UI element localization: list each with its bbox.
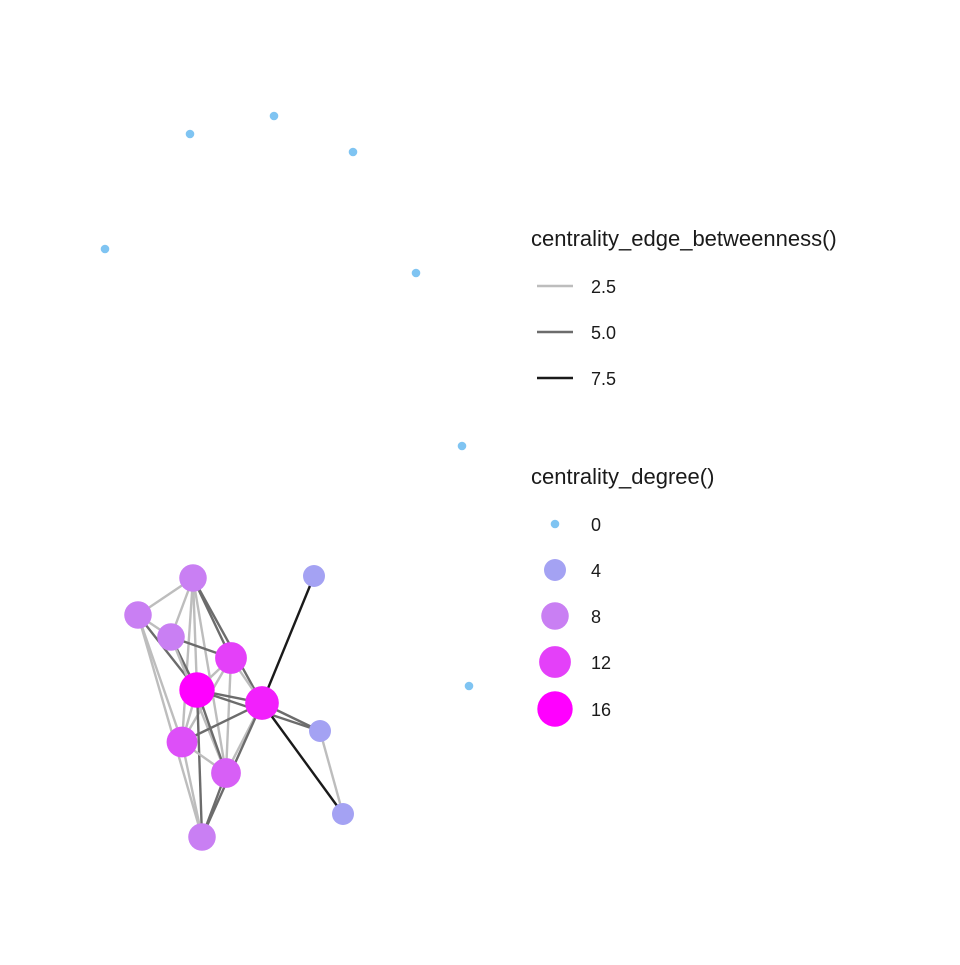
node-l	[332, 803, 354, 825]
degree-legend-key-3	[541, 602, 569, 630]
edge-legend-title: centrality_edge_betweenness()	[531, 226, 837, 251]
edge-legend-label-2: 5.0	[591, 323, 616, 343]
degree-legend-title: centrality_degree()	[531, 464, 714, 489]
edge-e-i	[195, 689, 204, 838]
node-n7	[464, 681, 474, 691]
edge-a-f	[191, 577, 264, 704]
edge-f-j	[260, 575, 316, 704]
degree-legend-items: 0 4 8 12 16	[537, 515, 611, 727]
node-a	[179, 564, 207, 592]
edge-a-g	[180, 577, 195, 743]
degree-legend-key-2	[544, 559, 566, 581]
node-k	[309, 720, 331, 742]
node-layer	[100, 111, 474, 851]
edge-g-i	[180, 741, 204, 838]
degree-legend-label-1: 0	[591, 515, 601, 535]
degree-legend-label-4: 12	[591, 653, 611, 673]
degree-legend-key-1	[550, 519, 560, 529]
node-n4	[100, 244, 110, 254]
edge-legend-label-3: 7.5	[591, 369, 616, 389]
node-b	[124, 601, 152, 629]
node-j	[303, 565, 325, 587]
edge-a-h	[191, 577, 228, 774]
node-g	[166, 726, 198, 758]
edge-f-l	[261, 702, 344, 815]
node-f	[245, 686, 279, 720]
node-n1	[269, 111, 279, 121]
edge-layer	[136, 575, 345, 838]
node-c	[157, 623, 185, 651]
node-n6	[457, 441, 467, 451]
edge-a-e	[191, 577, 199, 691]
edge-legend-label-1: 2.5	[591, 277, 616, 297]
degree-legend-label-2: 4	[591, 561, 601, 581]
node-h	[211, 758, 241, 788]
node-i	[188, 823, 216, 851]
degree-legend-label-3: 8	[591, 607, 601, 627]
edge-legend-items: 2.5 5.0 7.5	[537, 277, 616, 389]
node-n5	[411, 268, 421, 278]
edge-d-h	[224, 657, 233, 774]
node-n3	[348, 147, 358, 157]
edge-betweenness-legend: centrality_edge_betweenness() 2.5 5.0 7.…	[531, 226, 837, 389]
degree-legend: centrality_degree() 0 4 8 12 16	[531, 464, 714, 727]
node-d	[215, 642, 247, 674]
node-n2	[185, 129, 195, 139]
degree-legend-label-5: 16	[591, 700, 611, 720]
node-e	[179, 672, 215, 708]
edge-b-i	[136, 614, 204, 838]
degree-legend-key-5	[537, 691, 573, 727]
edge-k-l	[318, 730, 345, 815]
degree-legend-key-4	[539, 646, 571, 678]
